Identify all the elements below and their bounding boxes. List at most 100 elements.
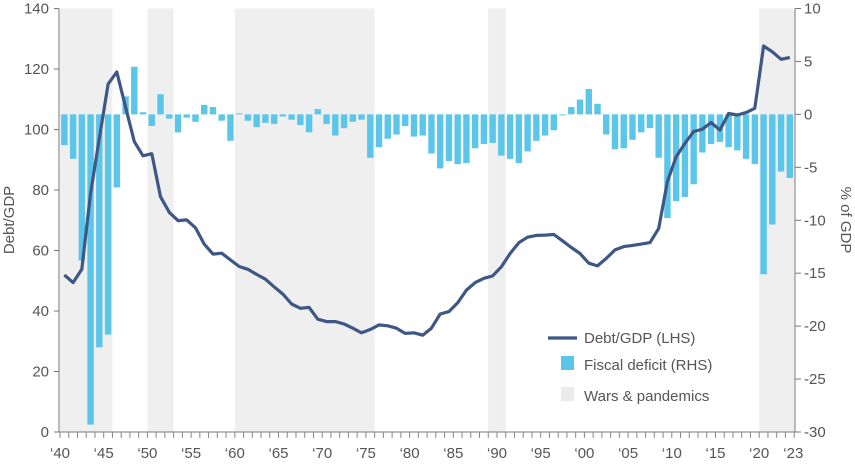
deficit-bar (270, 114, 278, 124)
deficit-bar (533, 114, 540, 141)
deficit-bar (201, 104, 208, 115)
deficit-bar (314, 109, 322, 115)
deficit-bar (550, 114, 558, 131)
right-tick-label: -10 (804, 212, 826, 229)
deficit-bar (104, 114, 112, 335)
deficit-bar (349, 114, 356, 122)
axes: 0 20 40 60 80 100 120 140 -30 -25 -20 -15 -10 -5 0 5 10 ‘… (24, 1, 826, 463)
deficit-bar (96, 114, 103, 348)
deficit-bar (340, 114, 348, 129)
deficit-bar (655, 114, 662, 158)
x-tick-label: ‘60 (225, 445, 245, 462)
deficit-bar (769, 114, 776, 225)
x-tick-label: ‘95 (531, 445, 551, 462)
deficit-bar (393, 114, 400, 135)
deficit-bar (262, 114, 269, 123)
deficit-bar (594, 103, 601, 115)
x-tick-label: ‘00 (574, 445, 594, 462)
deficit-bar (61, 114, 68, 146)
x-tick-label: ‘20 (749, 445, 769, 462)
legend-label-wars: Wars & pandemics (584, 388, 709, 405)
deficit-bar (463, 114, 470, 164)
deficit-bar (777, 114, 785, 172)
left-tick-label: 120 (24, 61, 49, 78)
right-tick-label: -5 (804, 159, 817, 176)
left-tick-label: 40 (32, 303, 49, 320)
deficit-bar (760, 114, 767, 275)
x-tick-label: ‘15 (705, 445, 725, 462)
deficit-bar (541, 114, 549, 136)
x-tick-label: ‘50 (137, 445, 157, 462)
deficit-bar (113, 114, 121, 188)
shaded-period (234, 8, 375, 432)
deficit-bar (192, 114, 199, 122)
deficit-bar (384, 114, 391, 139)
debt-gdp-line (63, 44, 791, 337)
left-tick-label: 100 (24, 122, 49, 139)
deficit-bar (699, 114, 706, 153)
deficit-bar (611, 114, 619, 150)
deficit-bar (358, 114, 365, 120)
deficit-bar (209, 106, 217, 115)
deficit-bar (218, 114, 225, 121)
deficit-bar (638, 114, 645, 133)
deficit-bar (786, 114, 793, 178)
legend-band-swatch (561, 387, 574, 401)
deficit-bar (87, 114, 94, 425)
x-tick-label: ‘90 (487, 445, 507, 462)
deficit-bar (742, 114, 750, 159)
deficit-bar (585, 88, 592, 115)
right-tick-label: -30 (804, 424, 826, 441)
deficit-bar (664, 114, 671, 219)
deficit-bar (471, 114, 479, 149)
x-tick-label: ‘45 (94, 445, 114, 462)
deficit-bar (681, 114, 689, 197)
deficit-bar (568, 106, 575, 115)
deficit-bar (498, 114, 505, 156)
deficit-bar (559, 114, 566, 116)
x-tick-label: ‘05 (618, 445, 638, 462)
deficit-bar (174, 114, 182, 133)
deficit-bar (524, 114, 531, 152)
deficit-bar (506, 114, 514, 159)
deficit-bar (436, 114, 444, 169)
right-tick-label: 5 (804, 53, 812, 70)
deficit-bar (419, 114, 426, 136)
deficit-bar (69, 114, 77, 159)
right-axis-title: % of GDP (837, 187, 854, 254)
left-axis-title: Debt/GDP (1, 186, 18, 254)
deficit-bar (305, 114, 313, 133)
deficit-bar (454, 114, 461, 165)
deficit-bar (235, 113, 243, 115)
deficit-bar (139, 112, 147, 115)
left-tick-label: 60 (32, 243, 49, 260)
shaded-period (488, 8, 506, 432)
deficit-bar (297, 114, 304, 125)
x-tick-label: ‘40 (50, 445, 70, 462)
legend: Debt/GDP (LHS) Fiscal deficit (RHS) Wars… (548, 330, 712, 405)
deficit-bar (375, 114, 383, 148)
deficit-bar (157, 94, 164, 115)
left-tick-label: 20 (32, 364, 49, 381)
x-tick-label: ‘80 (400, 445, 420, 462)
deficit-bar (629, 114, 636, 140)
deficit-bar (480, 114, 488, 145)
deficit-bar (244, 114, 252, 121)
deficit-bar (734, 114, 741, 151)
right-tick-label: -15 (804, 265, 826, 282)
left-tick-label: 140 (24, 1, 49, 18)
right-tick-label: -25 (804, 371, 826, 388)
x-tick-label: ‘65 (268, 445, 288, 462)
x-tick-label: ‘75 (356, 445, 376, 462)
deficit-bar (402, 114, 409, 127)
deficit-bar (367, 114, 374, 158)
deficit-bar (227, 114, 234, 141)
deficit-bar (489, 114, 496, 143)
legend-label-deficit: Fiscal deficit (RHS) (584, 357, 712, 374)
deficit-bar (690, 114, 697, 185)
right-tick-label: 0 (804, 106, 812, 123)
deficit-bar (751, 114, 759, 165)
x-tick-label: ‘55 (181, 445, 201, 462)
deficit-bar (288, 114, 295, 120)
shaded-period (147, 8, 174, 432)
